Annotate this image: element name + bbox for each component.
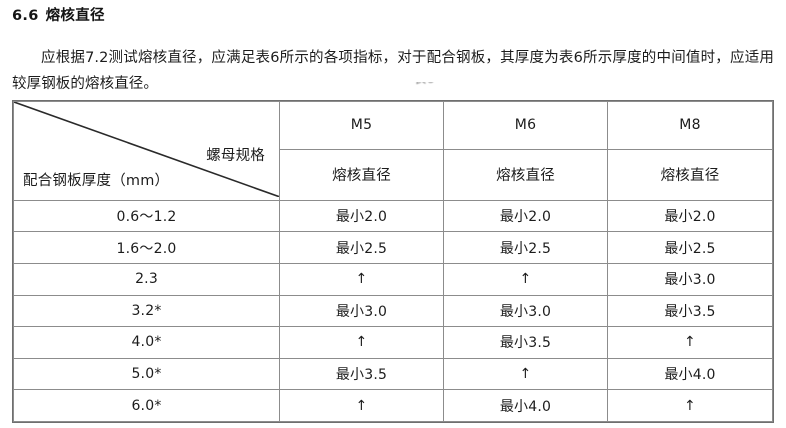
table-corner-cell: 螺母规格 配合钢板厚度（mm） [13,101,280,201]
cell-m5: 最小2.0 [279,199,444,233]
table-row: 1.6～2.0 最小2.5 最小2.5 最小2.5 [13,231,773,264]
cell-m5: 最小3.0 [279,294,444,328]
cell-m8: ↑ [607,326,773,359]
cell-m6: 最小4.0 [443,389,608,422]
column-header-m5: M5 [279,101,444,150]
cell-thickness: 4.0* [13,326,280,359]
cell-m6: 最小3.0 [443,294,608,328]
cell-thickness: 6.0* [13,389,280,422]
section-number: 6.6 [12,8,39,24]
table-row: 3.2* 最小3.0 最小3.0 最小3.5 [13,294,773,328]
cell-m6: 最小2.0 [443,199,608,233]
cell-thickness: 2.3 [13,263,280,296]
cell-thickness: 0.6～1.2 [13,199,280,233]
cell-m5: 最小2.5 [279,231,444,264]
cell-m8: 最小4.0 [607,357,773,391]
cell-m8: 最小3.0 [607,263,773,296]
cell-m6: 最小3.5 [443,326,608,359]
nugget-diameter-table: 螺母规格 配合钢板厚度（mm） M5 M6 M8 熔核直径 熔核直径 熔核直径 … [12,100,774,423]
cell-thickness: 5.0* [13,357,280,391]
cell-m5: ↑ [279,263,444,296]
corner-label-nut-spec: 螺母规格 [206,148,265,164]
subheader-nugget-diameter-m5: 熔核直径 [279,148,444,201]
cell-m8: ↑ [607,389,773,422]
column-header-m8: M8 [607,101,773,150]
table-header-row-sub: 熔核直径 熔核直径 熔核直径 [14,148,773,201]
cell-m6: 最小2.5 [443,231,608,264]
cell-m8: 最小2.5 [607,231,773,264]
table-row: 2.3 ↑ ↑ 最小3.0 [13,263,773,296]
cell-m8: 最小2.0 [607,199,773,233]
column-header-m6: M6 [443,101,608,150]
subheader-nugget-diameter-m8: 熔核直径 [607,148,773,201]
cell-m6: ↑ [443,263,608,296]
table-caption-text: 表6 [407,82,441,87]
table-row: 0.6～1.2 最小2.0 最小2.0 最小2.0 [13,199,773,233]
subheader-nugget-diameter-m6: 熔核直径 [443,148,608,201]
cell-m6: ↑ [443,357,608,391]
intro-paragraph: 应根据7.2测试熔核直径，应满足表6所示的各项指标，对于配合钢板，其厚度为表6所… [12,49,774,92]
page-title: 6.6 熔核直径 [12,4,105,25]
table-header-row-spec: 螺母规格 配合钢板厚度（mm） M5 M6 M8 [13,101,773,201]
cell-m5: 最小3.5 [279,357,444,391]
section-title-text: 熔核直径 [45,8,105,24]
cell-thickness: 3.2* [13,294,280,328]
table-caption-artifact: 表6 [407,82,441,91]
corner-label-plate-thickness: 配合钢板厚度（mm） [23,172,170,189]
table-row: 6.0* ↑ 最小4.0 ↑ [13,389,773,422]
cell-thickness: 1.6～2.0 [13,231,280,264]
cell-m8: 最小3.5 [607,294,773,328]
table-row: 5.0* 最小3.5 ↑ 最小4.0 [13,357,773,391]
cell-m5: ↑ [279,326,444,359]
table-row: 4.0* ↑ 最小3.5 ↑ [13,326,773,359]
cell-m5: ↑ [279,389,444,422]
